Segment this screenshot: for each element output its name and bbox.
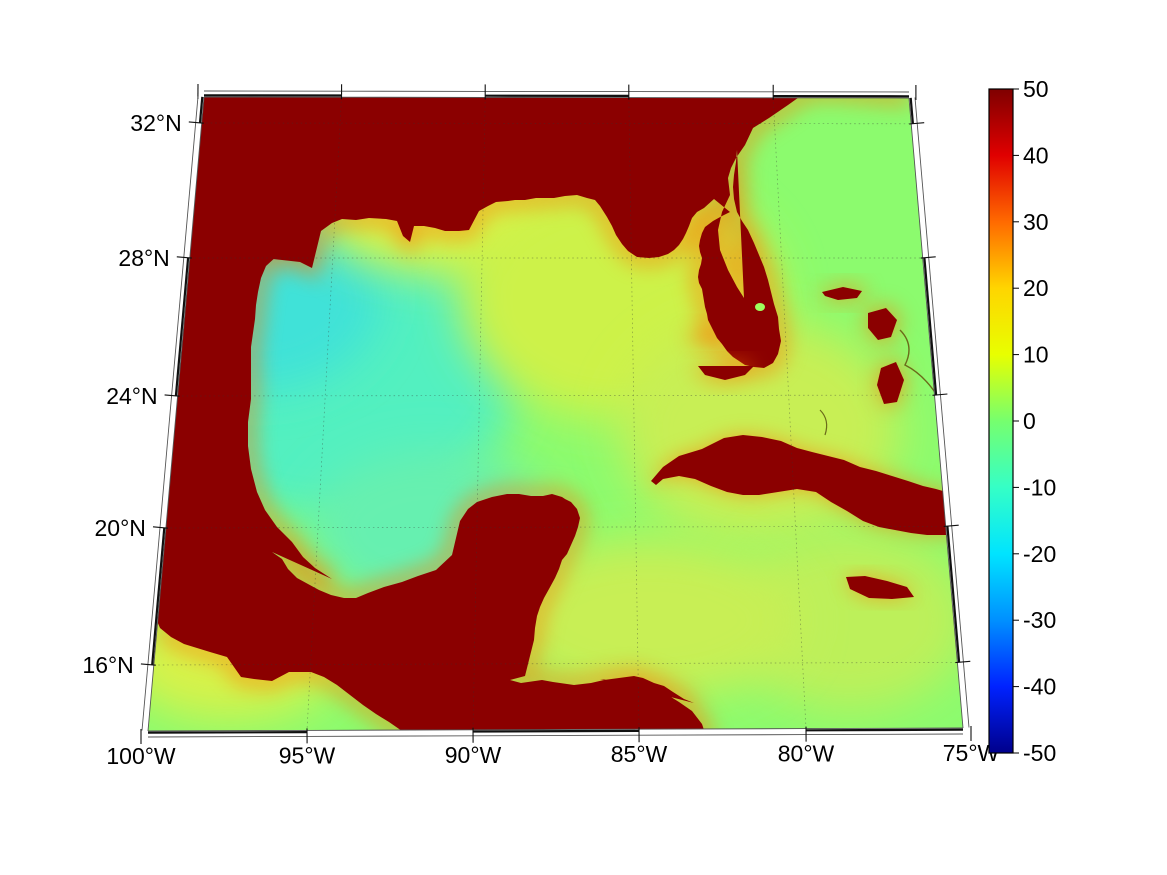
svg-text:100°W: 100°W [106,743,176,769]
svg-text:90°W: 90°W [445,742,502,768]
svg-text:95°W: 95°W [279,742,336,768]
svg-text:-40: -40 [1023,674,1056,700]
svg-text:40: 40 [1023,142,1049,168]
svg-text:24°N: 24°N [106,383,157,409]
svg-text:-50: -50 [1023,740,1056,766]
svg-text:10: 10 [1023,342,1049,368]
svg-text:85°W: 85°W [611,741,668,767]
svg-text:-10: -10 [1023,474,1056,500]
svg-text:32°N: 32°N [130,110,181,136]
svg-text:80°W: 80°W [778,741,835,767]
svg-text:30: 30 [1023,209,1049,235]
svg-text:0: 0 [1023,408,1036,434]
svg-text:-30: -30 [1023,607,1056,633]
svg-text:28°N: 28°N [118,245,169,271]
svg-text:-20: -20 [1023,541,1056,567]
svg-text:16°N: 16°N [82,652,133,678]
svg-text:50: 50 [1023,76,1049,102]
svg-text:20: 20 [1023,275,1049,301]
svg-text:20°N: 20°N [95,515,146,541]
